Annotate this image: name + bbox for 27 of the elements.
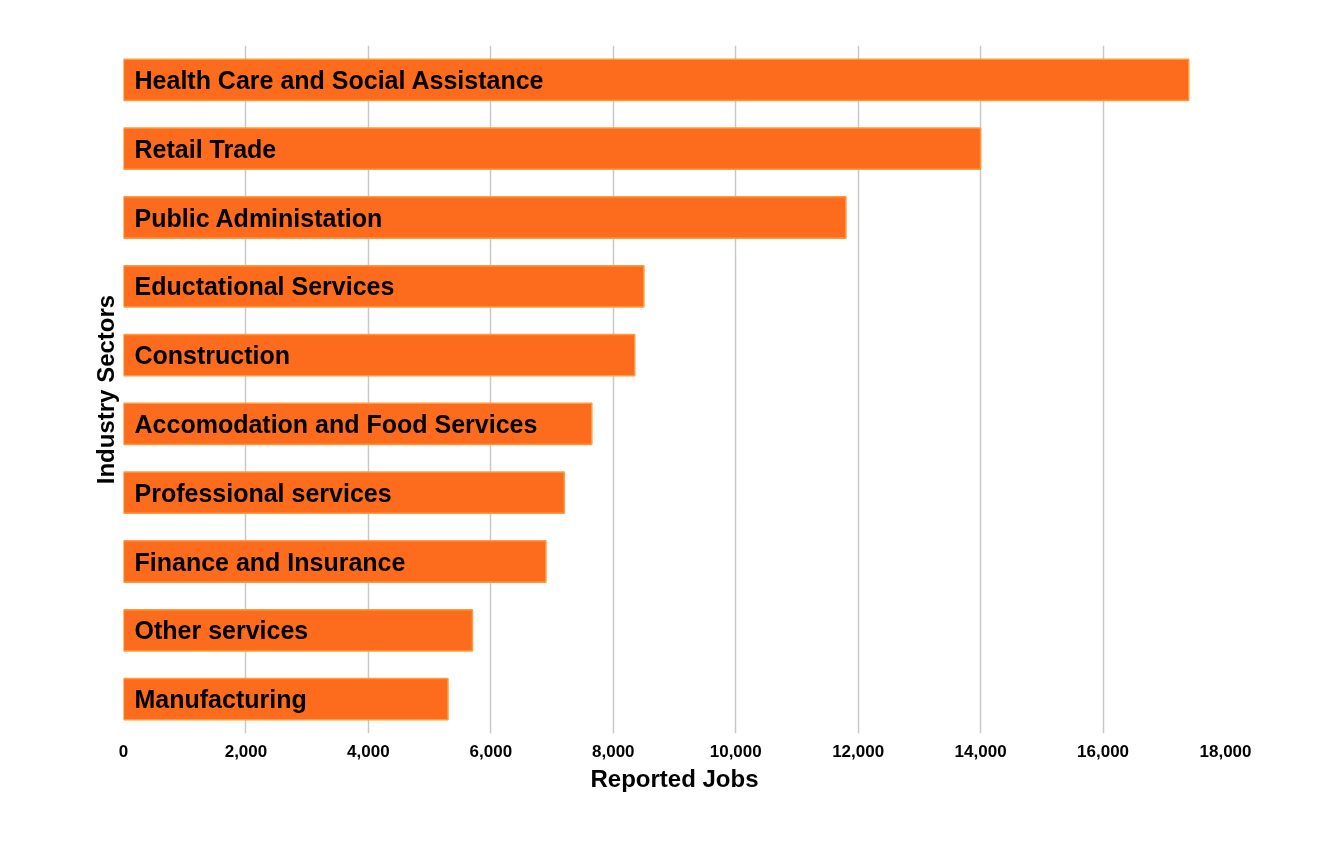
y-tick-label: Manufacturing bbox=[134, 685, 307, 714]
x-tick-label: 18,000 bbox=[1199, 741, 1252, 761]
y-tick-label: Accomodation and Food Services bbox=[134, 409, 538, 438]
y-tick-label: Professional services bbox=[134, 478, 392, 507]
x-tick-label: 12,000 bbox=[832, 741, 885, 761]
y-tick-label: Public Administation bbox=[134, 203, 383, 232]
x-tick-label: 2,000 bbox=[224, 741, 268, 761]
y-tick-label: Finance and Insurance bbox=[134, 547, 406, 576]
x-tick-label: 0 bbox=[118, 741, 129, 761]
bar bbox=[123, 196, 847, 239]
y-tick-label: Retail Trade bbox=[134, 134, 277, 163]
x-tick-label: 10,000 bbox=[709, 741, 762, 761]
bar bbox=[123, 127, 982, 171]
x-tick-label: 14,000 bbox=[954, 741, 1007, 761]
x-tick-label: 16,000 bbox=[1077, 741, 1130, 761]
y-axis-title: Industry Sectors bbox=[91, 294, 119, 485]
y-tick-label: Other services bbox=[134, 616, 309, 645]
x-tick-label: 6,000 bbox=[469, 741, 513, 761]
y-tick-label: Eductational Services bbox=[134, 272, 395, 301]
bar bbox=[123, 608, 474, 652]
y-tick-label: Construction bbox=[134, 341, 291, 370]
y-tick-label: Health Care and Social Assistance bbox=[134, 65, 544, 94]
bar bbox=[123, 58, 1190, 102]
x-tick-label: 8,000 bbox=[592, 741, 635, 761]
x-tick-label: 4,000 bbox=[347, 741, 390, 761]
bar bbox=[123, 333, 636, 377]
x-axis-title: Reported Jobs bbox=[590, 764, 759, 792]
